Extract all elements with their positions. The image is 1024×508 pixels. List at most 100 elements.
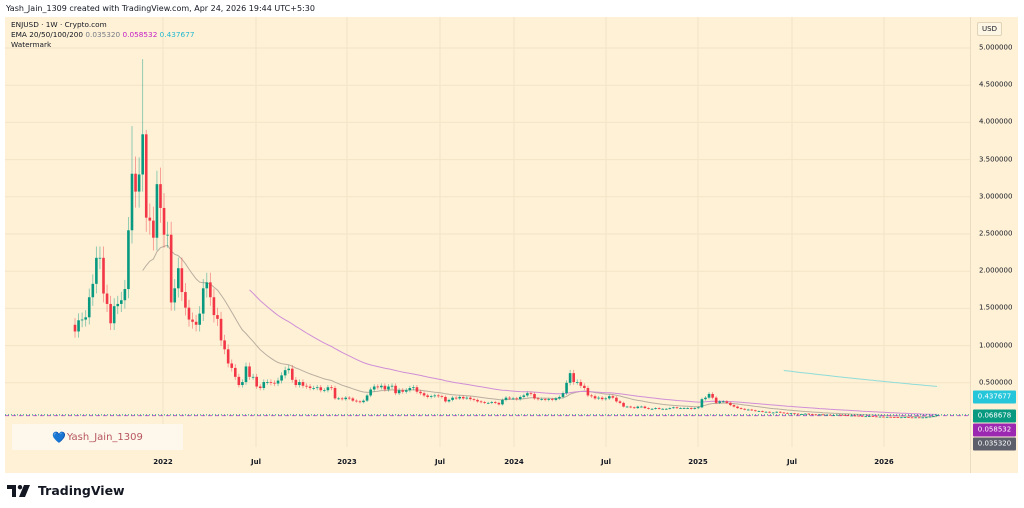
candle-body bbox=[344, 397, 348, 400]
candle-body bbox=[533, 393, 536, 399]
chart-pane[interactable] bbox=[5, 17, 971, 473]
candle-body bbox=[169, 234, 173, 303]
candle-body bbox=[675, 407, 679, 409]
candle-body bbox=[209, 282, 212, 298]
candle-body bbox=[857, 415, 860, 417]
candle-body bbox=[80, 319, 84, 321]
candle-body bbox=[900, 417, 903, 419]
candle-body bbox=[914, 417, 917, 419]
candle-body bbox=[184, 292, 187, 308]
candle-body bbox=[326, 387, 330, 391]
candle-body bbox=[380, 385, 383, 388]
candle-body bbox=[821, 414, 825, 416]
candle-body bbox=[811, 414, 814, 415]
price-tick: 2.500000 bbox=[979, 229, 1013, 238]
candle-body bbox=[629, 406, 632, 408]
candle-body bbox=[789, 413, 793, 415]
candle-body bbox=[233, 367, 237, 377]
candle-body bbox=[917, 417, 921, 419]
chart-frame: ENJUSD · 1W · Crypto.com EMA 20/50/100/2… bbox=[5, 17, 1018, 473]
candle-body bbox=[116, 303, 120, 307]
candle-body bbox=[561, 393, 565, 397]
candle-body bbox=[907, 417, 910, 418]
candle-body bbox=[679, 408, 682, 409]
candle-body bbox=[323, 390, 326, 392]
candle-body bbox=[575, 382, 579, 383]
candle-body bbox=[693, 408, 697, 409]
candle-body bbox=[440, 396, 444, 397]
time-tick: 2024 bbox=[504, 458, 524, 466]
candle-body bbox=[483, 402, 486, 403]
candle-body bbox=[793, 413, 796, 415]
candle-body bbox=[750, 409, 754, 411]
ema-legend[interactable]: EMA 20/50/100/200 0.035320 0.058532 0.43… bbox=[11, 30, 195, 40]
candle-body bbox=[77, 320, 80, 332]
candle-body bbox=[376, 386, 380, 388]
candle-body bbox=[501, 399, 504, 405]
candle-body bbox=[465, 397, 469, 399]
price-label: 0.035320 bbox=[973, 437, 1016, 451]
candle-body bbox=[351, 398, 355, 401]
tradingview-logo[interactable]: TradingView bbox=[7, 483, 125, 498]
candle-body bbox=[910, 417, 914, 419]
candle-body bbox=[515, 398, 518, 400]
candle-body bbox=[725, 401, 729, 403]
candle-body bbox=[657, 408, 661, 409]
candle-body bbox=[860, 415, 864, 417]
candle-body bbox=[718, 401, 722, 403]
candle-body bbox=[273, 382, 276, 384]
candle-body bbox=[739, 408, 743, 409]
candle-body bbox=[372, 386, 376, 390]
candle-body bbox=[226, 349, 230, 364]
price-tick: 3.500000 bbox=[979, 155, 1013, 164]
candle-body bbox=[347, 397, 351, 399]
candle-body bbox=[294, 379, 298, 386]
ema-value-2: 0.058532 bbox=[122, 30, 158, 39]
candle-body bbox=[583, 385, 586, 389]
currency-button[interactable]: USD bbox=[977, 22, 1002, 36]
candle-body bbox=[682, 408, 686, 409]
candle-body bbox=[201, 288, 205, 314]
candle-body bbox=[504, 397, 508, 400]
candle-body bbox=[241, 382, 244, 386]
candle-body bbox=[832, 415, 836, 416]
candle-body bbox=[319, 387, 323, 391]
candle-body bbox=[522, 395, 526, 397]
price-tick: 0.500000 bbox=[979, 378, 1013, 387]
candle-body bbox=[615, 397, 618, 402]
candle-body bbox=[141, 134, 144, 175]
candle-body bbox=[237, 376, 241, 386]
candle-body bbox=[173, 288, 177, 303]
brand-name: TradingView bbox=[38, 483, 125, 498]
candle-body bbox=[152, 220, 155, 238]
price-chart[interactable] bbox=[5, 17, 1018, 473]
candle-body bbox=[661, 408, 665, 410]
candle-body bbox=[390, 385, 394, 387]
symbol-line[interactable]: ENJUSD · 1W · Crypto.com bbox=[11, 20, 107, 29]
candle-body bbox=[134, 173, 137, 192]
watermark-legend[interactable]: Watermark bbox=[11, 40, 52, 49]
candle-body bbox=[796, 413, 800, 415]
candle-body bbox=[607, 396, 611, 399]
candle-body bbox=[782, 412, 786, 414]
candle-body bbox=[543, 399, 547, 400]
ema-200-line bbox=[783, 370, 938, 387]
candle-body bbox=[412, 387, 415, 389]
candle-body bbox=[476, 399, 479, 402]
candle-body bbox=[437, 395, 440, 397]
candle-body bbox=[123, 289, 127, 301]
ema-value-1: 0.035320 bbox=[85, 30, 121, 39]
candle-body bbox=[301, 382, 305, 386]
candle-body bbox=[362, 400, 365, 403]
time-tick: Jul bbox=[787, 458, 797, 466]
candle-body bbox=[283, 370, 287, 376]
candle-body bbox=[814, 414, 818, 416]
candle-body bbox=[632, 407, 636, 409]
candle-body bbox=[882, 416, 885, 418]
candle-body bbox=[807, 413, 811, 415]
candle-body bbox=[853, 415, 857, 417]
price-tick: 1.000000 bbox=[979, 341, 1013, 350]
candle-body bbox=[248, 366, 251, 377]
candle-body bbox=[130, 173, 134, 231]
candle-body bbox=[878, 416, 882, 418]
